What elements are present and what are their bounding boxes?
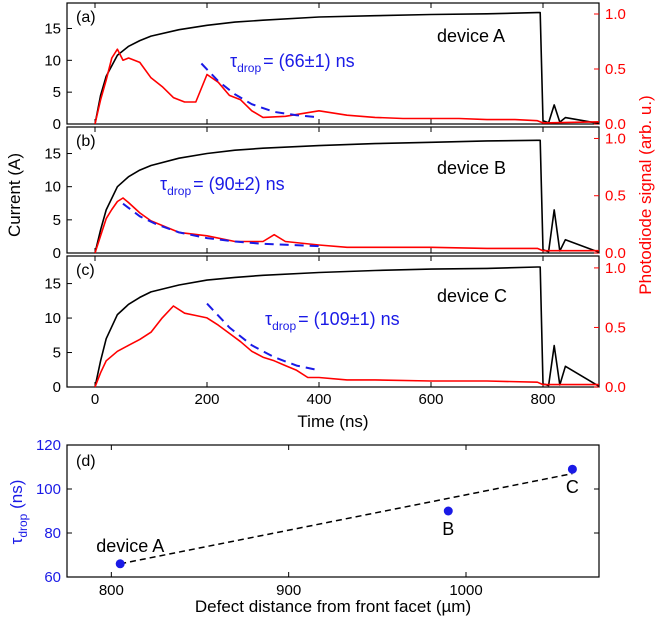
panel-b-y-tick-label: 15: [44, 146, 61, 163]
x-tick-label: 400: [306, 391, 331, 408]
panel-a-tau-symbol: τ: [230, 51, 237, 71]
panel-d-tag: (d): [76, 453, 96, 470]
panel-d-data-point: [443, 506, 453, 516]
panel-d-x-tick-label: 800: [99, 582, 124, 599]
panel-c-right-tick-label: 0.5: [605, 319, 626, 336]
panel-b-tau-value: = (90±2) ns: [193, 174, 284, 194]
panel-c-photodiode-trace: [94, 305, 599, 388]
panel-a-tau-label: τdrop = (66±1) ns: [230, 51, 355, 75]
panel-b-tau-symbol: τ: [160, 174, 167, 194]
panel-a-y-tick-label: 15: [44, 20, 61, 37]
panel-b-y-tick-label: 10: [44, 179, 61, 196]
panel-d-y-axis-unit: (ns): [7, 480, 26, 514]
panel-c-tau-value: = (109±1) ns: [298, 309, 399, 329]
panel-d-y-tick-label: 100: [36, 481, 61, 498]
panel-c-frame: [66, 255, 600, 388]
panel-d-data-point: [115, 559, 125, 569]
panel-b: (b) device B τdrop = (90±2) ns 0 5 10 15 0.0 0…: [44, 126, 626, 262]
panel-c-current-trace: [94, 266, 600, 388]
panel-c: (c) device C τdrop = (109±1) ns 0 200 400 60…: [44, 255, 626, 408]
panel-c-device-label: device C: [437, 286, 507, 306]
panel-b-device-label: device B: [437, 158, 506, 178]
panel-d-y-axis-title: τdrop (ns): [7, 480, 30, 545]
x-tick-label: 200: [194, 391, 219, 408]
panel-a-frame: [66, 2, 600, 125]
panel-b-fit-line: [122, 202, 320, 248]
panel-c-tau-symbol: τ: [265, 309, 272, 329]
panel-c-tau-label: τdrop = (109±1) ns: [265, 309, 400, 333]
panel-b-right-tick-label: 0.0: [605, 245, 626, 262]
panel-a-tau-sub: drop: [237, 61, 261, 75]
panel-c-right-tick-label: 0.0: [605, 379, 626, 396]
panel-d-x-tick-label: 1000: [449, 582, 482, 599]
panel-b-frame: [66, 126, 600, 254]
panel-a-fit-line: [200, 62, 320, 119]
panel-d-x-axis-title: Defect distance from front facet (µm): [195, 597, 471, 616]
panel-b-right-tick-label: 0.5: [605, 188, 626, 205]
panel-b-y-tick-label: 5: [53, 212, 61, 229]
panel-a-tau-value: = (66±1) ns: [263, 51, 354, 71]
panel-a-current-trace: [94, 11, 600, 125]
panel-c-tag: (c): [76, 262, 95, 279]
panel-a-y-tick-label: 5: [53, 84, 61, 101]
panel-a-photodiode-trace: [94, 48, 600, 125]
panel-d-y-tick-label: 60: [44, 569, 61, 586]
panel-c-y-tick-label: 0: [53, 379, 61, 396]
panel-d-x-tick-label: 900: [276, 582, 301, 599]
panel-a-right-tick-label: 1.0: [605, 6, 626, 23]
panel-a-right-tick-label: 0.5: [605, 61, 626, 78]
panel-a-device-label: device A: [437, 26, 505, 46]
y-axis-title-photodiode: Photodiode signal (arb. u.): [636, 95, 655, 294]
panel-a-tag: (a): [76, 9, 96, 26]
panel-b-right-tick-label: 1.0: [605, 130, 626, 147]
panel-d-data-point: [567, 464, 577, 474]
panel-a-right-tick-label: 0.0: [605, 116, 626, 133]
panel-d-point-label: C: [566, 477, 579, 497]
panel-d-y-tick-label: 80: [44, 525, 61, 542]
panel-c-right-tick-label: 1.0: [605, 260, 626, 277]
panel-c-tau-sub: drop: [272, 319, 296, 333]
panel-a: (a) device A τdrop = (66±1) ns 0 5 10 15 0.0 0…: [44, 2, 626, 133]
panel-d-fit-line: [120, 472, 573, 565]
panel-b-tau-sub: drop: [167, 184, 191, 198]
panel-d-point-label: device A: [96, 536, 164, 556]
x-axis-title-time: Time (ns): [297, 412, 368, 431]
panel-b-photodiode-trace: [94, 197, 599, 254]
x-tick-label: 0: [91, 391, 99, 408]
panel-b-tag: (b): [76, 133, 96, 150]
panel-a-y-tick-label: 10: [44, 52, 61, 69]
panel-d-frame: [66, 444, 600, 578]
y-axis-title-current: Current (A): [5, 153, 24, 237]
panel-b-tau-label: τdrop = (90±2) ns: [160, 174, 285, 198]
panel-a-y-tick-label: 0: [53, 116, 61, 133]
x-tick-label: 600: [418, 391, 443, 408]
panel-c-y-tick-label: 5: [53, 345, 61, 362]
panel-d-y-axis-tau: τ: [7, 537, 26, 544]
panel-d-y-tick-label: 120: [36, 437, 61, 454]
panel-c-y-tick-label: 15: [44, 276, 61, 293]
x-tick-label: 800: [530, 391, 555, 408]
panel-b-current-trace: [94, 139, 600, 254]
panel-c-y-tick-label: 10: [44, 310, 61, 327]
panel-b-y-tick-label: 0: [53, 245, 61, 262]
panel-d-point-label: B: [442, 519, 454, 539]
panel-d: (d) Defect distance from front facet (µm…: [7, 437, 600, 616]
panel-d-y-axis-sub: drop: [16, 513, 30, 537]
